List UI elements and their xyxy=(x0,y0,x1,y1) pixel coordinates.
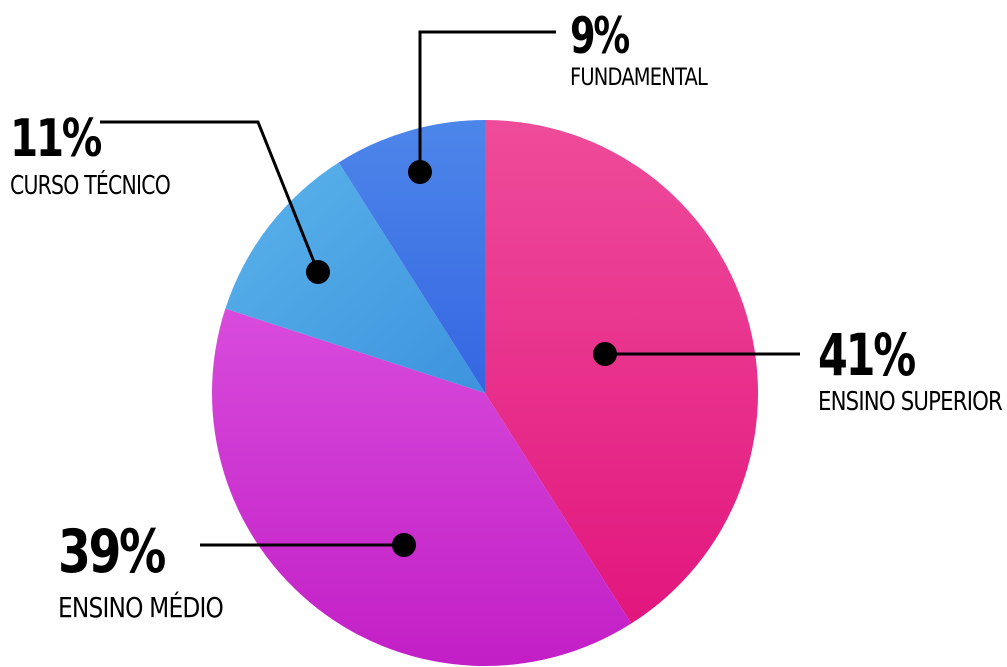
pie-slice-fundamental xyxy=(338,120,485,393)
slice-label-fundamental: FUNDAMENTAL xyxy=(570,63,708,91)
leader-line-fundamental xyxy=(418,30,556,172)
leader-dot-ensino-superior xyxy=(593,342,617,366)
pie-slice-curso-tecnico xyxy=(225,162,486,393)
pie-slice-ensino-medio xyxy=(211,308,632,666)
leader-dot-ensino-medio xyxy=(392,533,416,557)
slice-value-ensino-superior: 41% xyxy=(818,321,915,389)
leader-dot-curso-tecnico xyxy=(306,260,330,284)
slice-value-fundamental: 9% xyxy=(570,7,629,65)
slice-value-curso-tecnico: 11% xyxy=(10,109,101,169)
leader-line-curso-tecnico xyxy=(100,120,320,273)
slice-label-ensino-superior: ENSINO SUPERIOR xyxy=(818,387,1003,417)
slice-label-curso-tecnico: CURSO TÉCNICO xyxy=(10,169,170,201)
slice-label-ensino-medio: ENSINO MÉDIO xyxy=(58,590,223,624)
leader-dot-fundamental xyxy=(408,160,432,184)
pie-slice-ensino-superior xyxy=(485,120,758,624)
slice-value-ensino-medio: 39% xyxy=(58,517,165,587)
